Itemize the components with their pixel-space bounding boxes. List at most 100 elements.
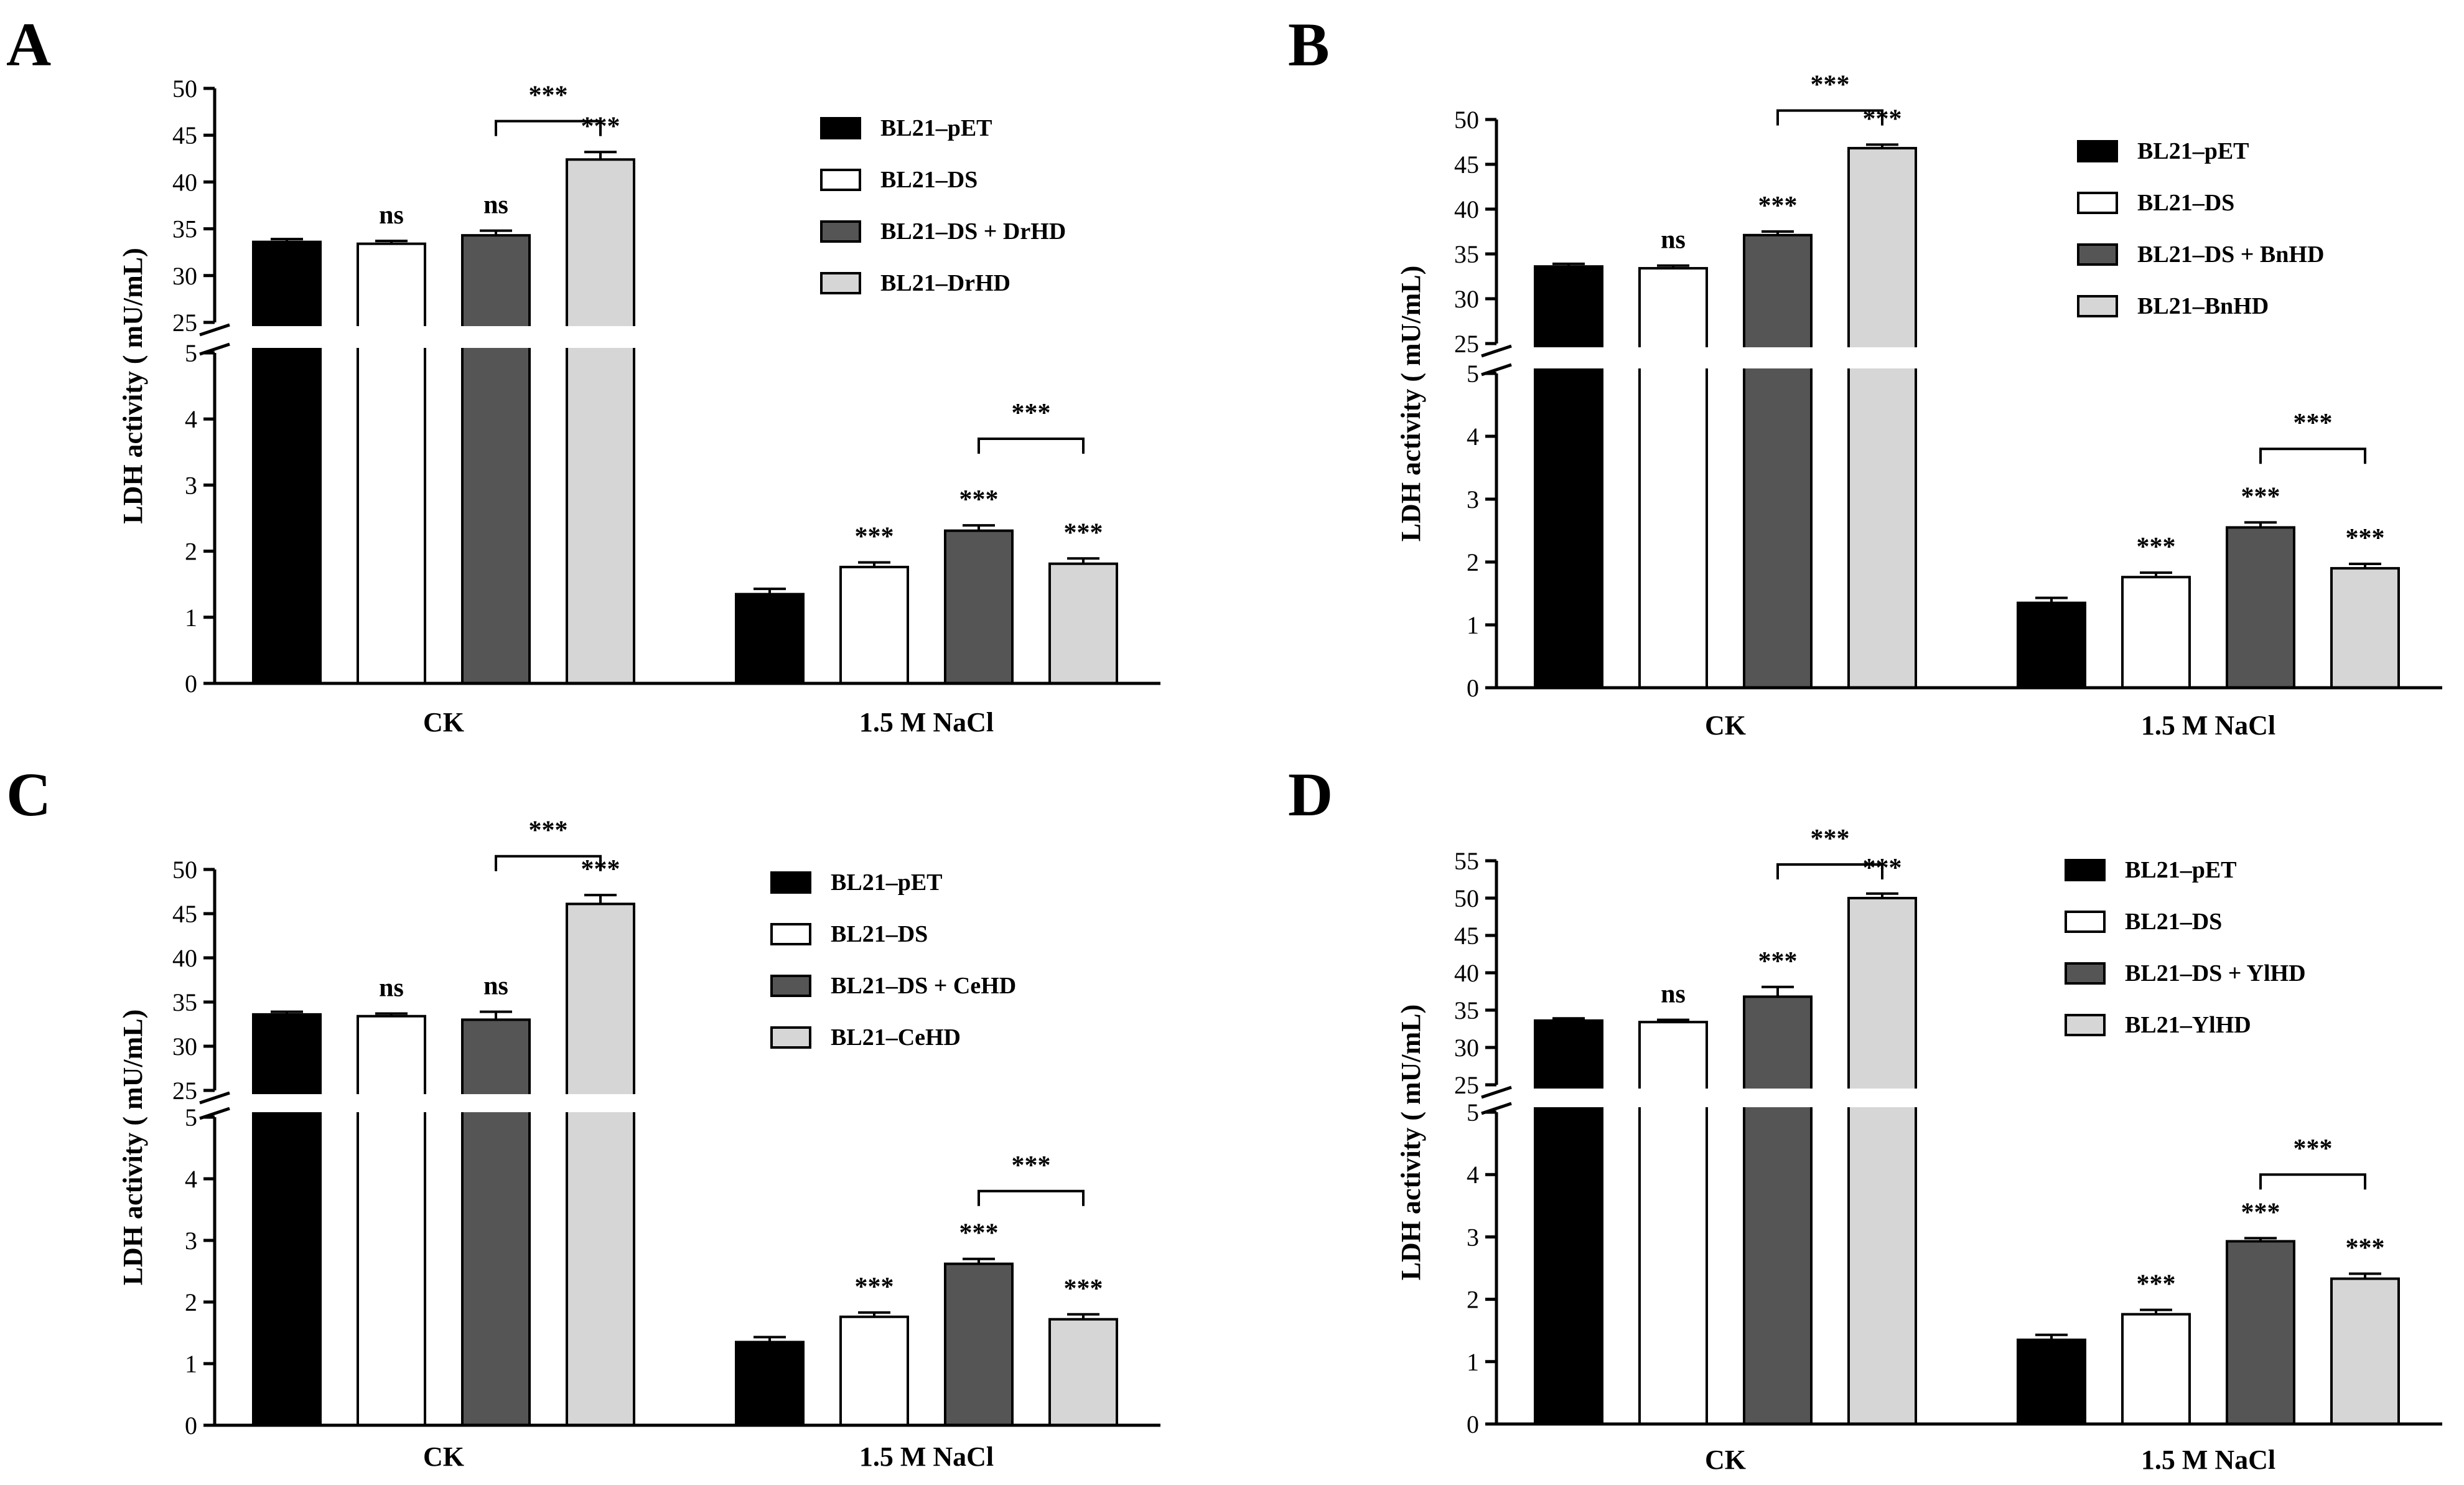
y-tick-label: 40 [1454,195,1479,223]
y-tick-label: 25 [172,309,197,337]
category-label: 1.5 M NaCl [859,1441,994,1472]
axis-break-mark [199,1091,230,1105]
significance-label: *** [1758,947,1798,976]
bar-upper [566,158,635,329]
y-axis-title: LDH activity ( mU/mL) [118,1010,148,1286]
bar-lower [1534,366,1603,689]
legend-label: BL21–CeHD [831,1024,961,1051]
panel-d: Dns******CK*********1.5 M NaCl2530354045… [1288,760,2455,1475]
significance-label: *** [855,523,894,551]
significance-label: *** [1064,518,1103,547]
legend-label: BL21–DS [2137,190,2234,216]
bar [1048,1318,1118,1426]
bracket-label: *** [2294,409,2333,438]
y-tick-label: 3 [185,471,197,499]
panel-c: Cns ns***CK*********1.5 M NaCl25303540455… [6,760,1173,1472]
legend-swatch [2065,859,2106,881]
y-tick-label: 3 [185,1227,197,1255]
bar-lower [1638,1105,1708,1425]
significance-label: *** [959,1219,999,1248]
y-tick-label: 2 [185,1288,197,1316]
axis-break-gap [1472,1089,2455,1107]
bar [1048,562,1118,685]
y-tick-label: 40 [172,944,197,972]
legend-label: BL21–DS [831,921,928,947]
bar [2121,576,2191,689]
bar [735,1341,805,1427]
y-tick-label: 50 [1454,106,1479,134]
y-tick-label: 40 [1454,959,1479,987]
axis-break-gap [190,1094,1173,1112]
legend-swatch [770,871,811,894]
y-tick-label: 3 [1467,1223,1479,1251]
bar-upper [566,902,635,1097]
bar [2121,1313,2191,1425]
y-tick-label: 2 [1467,1286,1479,1314]
panel-b: Bns******CK*********1.5 M NaCl2530354045… [1288,10,2455,741]
legend-swatch [2077,295,2118,317]
y-tick-label: 30 [172,262,197,290]
y-tick-label: 4 [185,1165,197,1193]
legend-swatch [2077,192,2118,214]
bar-upper [1743,233,1813,350]
y-tick-label: 25 [1454,1071,1479,1099]
legend-label: BL21–pET [2125,857,2237,883]
significance-label: ns [379,973,404,1002]
category-label: 1.5 M NaCl [859,707,994,738]
legend-swatch [2077,243,2118,266]
bar-upper [357,242,426,329]
bar-upper [1847,147,1917,350]
legend-swatch [2065,911,2106,933]
bracket-label: *** [2294,1135,2333,1163]
legend-label: BL21–DS + BnHD [2137,241,2324,268]
legend-label: BL21–DrHD [880,270,1010,296]
y-tick-label: 40 [172,168,197,196]
significance-label: *** [2241,1198,2280,1227]
legend-swatch [820,117,861,139]
panel-a: Ans ns***CK*********1.5 M NaCl25303540455… [6,10,1173,738]
bar-upper [252,240,322,329]
y-axis-title: LDH activity ( mU/mL) [1396,266,1426,542]
category-label: CK [423,1441,464,1472]
significance-label: *** [2346,1234,2385,1263]
bar-lower [252,1110,322,1426]
y-tick-label: 30 [1454,1034,1479,1062]
bar-upper [1638,267,1708,350]
y-tick-label: 25 [172,1077,197,1105]
legend-label: BL21–pET [831,869,943,896]
y-axis-title: LDH activity ( mU/mL) [118,248,148,524]
y-tick-label: 1 [1467,1348,1479,1376]
category-label: CK [423,707,464,738]
significance-label: *** [1758,192,1798,220]
y-axis-title: LDH activity ( mU/mL) [1396,1005,1426,1281]
bar-lower [1534,1105,1603,1425]
bar-upper [357,1014,426,1097]
significance-label: ns [1661,980,1686,1009]
bar-upper [252,1013,322,1097]
y-tick-label: 55 [1454,847,1479,875]
significance-bracket [978,1189,1085,1206]
bar-lower [461,1110,531,1426]
category-label: CK [1705,1445,1746,1475]
bracket-label: *** [1811,71,1850,100]
legend-swatch [770,1026,811,1049]
y-tick-label: 5 [1467,1099,1479,1127]
y-tick-label: 5 [1467,360,1479,388]
y-tick-label: 0 [1467,1410,1479,1438]
panel-letter: C [6,760,51,829]
y-tick-label: 3 [1467,485,1479,513]
legend-label: BL21–BnHD [2137,293,2269,319]
y-tick-label: 50 [172,856,197,884]
bracket-label: *** [1012,1151,1051,1180]
y-tick-label: 0 [1467,674,1479,702]
panel-letter: D [1288,760,1333,829]
legend-swatch [2065,1014,2106,1036]
y-tick-label: 2 [1467,548,1479,576]
legend-label: BL21–DS [2125,909,2222,935]
bar [839,566,909,685]
bar [2226,1240,2295,1425]
legend-swatch [2077,140,2118,162]
bar-lower [1743,1105,1813,1425]
bar-lower [1743,366,1813,689]
bar-lower [357,345,426,685]
